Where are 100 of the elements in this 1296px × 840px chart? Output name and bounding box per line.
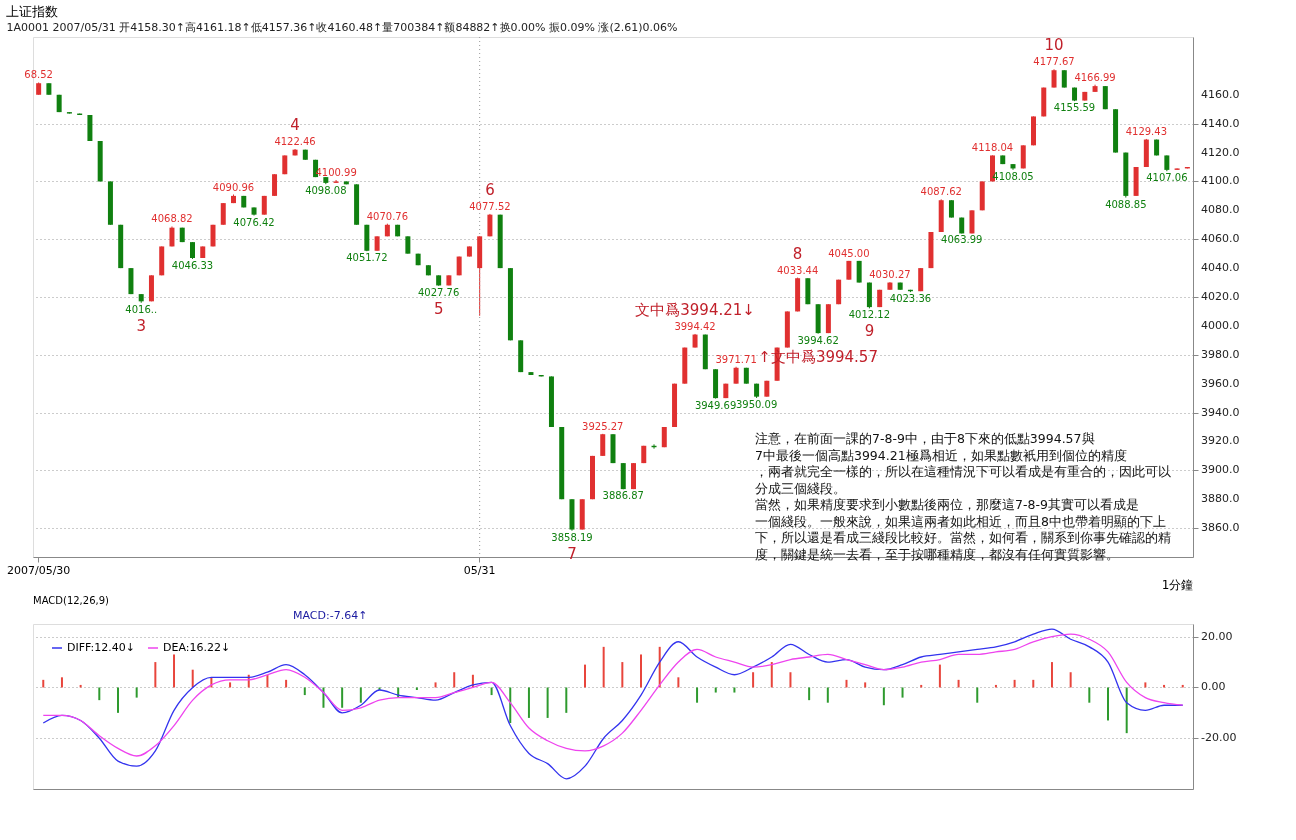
y-tick-label: 4060.0 bbox=[1201, 232, 1240, 246]
text: 4012.12 bbox=[848, 309, 891, 321]
y-tick-label: 3900.0 bbox=[1201, 463, 1240, 477]
bar bbox=[527, 687, 530, 718]
bar bbox=[770, 662, 773, 688]
bar bbox=[808, 687, 811, 701]
text: 4088.85 bbox=[1105, 198, 1147, 210]
bar bbox=[714, 687, 717, 693]
bar bbox=[826, 687, 829, 703]
bar bbox=[60, 677, 63, 688]
bar bbox=[322, 687, 325, 708]
bar bbox=[509, 687, 512, 723]
y-tick-label: 4020.0 bbox=[1201, 290, 1240, 303]
annotation: 4 bbox=[290, 116, 300, 134]
text: 4051.72 bbox=[346, 252, 388, 264]
text: 4045.00 bbox=[828, 247, 870, 259]
bar bbox=[882, 687, 885, 706]
candlestick bbox=[1051, 68, 1057, 89]
bar bbox=[415, 687, 418, 690]
bar bbox=[602, 646, 605, 688]
candlestick bbox=[272, 173, 278, 197]
bar bbox=[789, 672, 792, 688]
y-tick-label: 3960.0 bbox=[1201, 376, 1240, 390]
legend-label: DIFF:12.40↓ bbox=[67, 641, 135, 654]
bar bbox=[229, 682, 232, 688]
chart-subtitle: 1A0001 2007/05/31 开4158.30↑高4161.18↑低4157.36↑收4160.48↑量700384↑额84882↑换0.00% 振0.09% 涨(2.61)0.06% bbox=[6, 20, 678, 34]
text: 4070.76 bbox=[366, 210, 409, 222]
bar bbox=[266, 674, 269, 688]
bar bbox=[490, 687, 493, 696]
text: 4016.. bbox=[125, 303, 158, 315]
text: 4177.67 bbox=[1033, 56, 1075, 68]
annotation: 7 bbox=[567, 544, 577, 563]
y-tick-label: 4000.0 bbox=[1201, 318, 1240, 332]
text: 3949.69 bbox=[694, 399, 737, 411]
y-tick-label: 3860.0 bbox=[1201, 521, 1240, 535]
bar bbox=[1013, 679, 1016, 688]
text: 4068.82 bbox=[151, 213, 193, 225]
bar bbox=[938, 664, 941, 688]
text: 4107.06 bbox=[1146, 172, 1188, 184]
line-series bbox=[42, 633, 1184, 757]
bar bbox=[98, 687, 101, 701]
bar bbox=[1069, 672, 1072, 688]
bar bbox=[285, 679, 288, 688]
bar bbox=[733, 687, 736, 693]
text: 4077.52 bbox=[469, 200, 511, 212]
y-tick-label: 4120.0 bbox=[1201, 145, 1240, 159]
annotation: 文中爲3994.21↓ bbox=[635, 300, 755, 319]
text: 68.52 bbox=[24, 69, 53, 81]
text: 4122.46 bbox=[274, 136, 316, 147]
text: 3950.09 bbox=[735, 398, 778, 410]
x-tick-label: 05/31 bbox=[463, 563, 496, 577]
bar bbox=[303, 687, 306, 696]
bar bbox=[677, 677, 680, 688]
text: 4076.42 bbox=[233, 216, 275, 228]
text: 3925.27 bbox=[582, 420, 624, 432]
bar bbox=[864, 682, 867, 688]
text: 4166.99 bbox=[1074, 71, 1116, 83]
bar bbox=[116, 687, 119, 713]
y-tick-label: 4080.0 bbox=[1201, 203, 1240, 217]
text: 4063.99 bbox=[941, 234, 983, 246]
text: MACD:-7.64↑ bbox=[293, 609, 368, 622]
text: 4118.04 bbox=[971, 142, 1014, 154]
y-tick-label: 3880.0 bbox=[1201, 492, 1240, 506]
candlestick bbox=[220, 202, 226, 226]
annotation: 5 bbox=[433, 299, 444, 318]
text: 4129.43 bbox=[1125, 125, 1168, 137]
bar bbox=[565, 687, 568, 713]
text: 3994.42 bbox=[674, 320, 716, 332]
y-tick-label: 4040.0 bbox=[1201, 261, 1240, 275]
x-axis-title: 1分鐘 bbox=[1161, 577, 1194, 592]
legend-label: DEA:16.22↓ bbox=[163, 641, 231, 654]
annotation: 注意，在前面一課的7-8-9中，由于8下來的低點3994.57與7中最後一個高點3994.21極爲相近，如果點數衹用到個位的精度，兩者就完全一樣的，所以在這種情況下可以看成是有重合的，因此可以分成三個綫段。 bbox=[755, 431, 1171, 496]
bar bbox=[434, 682, 437, 688]
y-tick-label: 3920.0 bbox=[1201, 434, 1240, 448]
text: 3858.19 bbox=[551, 531, 593, 543]
text: 4098.08 bbox=[305, 185, 347, 197]
y-tick-label: 4140.0 bbox=[1201, 116, 1240, 130]
text: 4033.44 bbox=[776, 264, 819, 276]
bar bbox=[583, 664, 586, 688]
bar bbox=[957, 679, 960, 688]
bar bbox=[359, 687, 362, 703]
bar bbox=[845, 679, 848, 688]
annotation: 10 bbox=[1044, 36, 1064, 55]
bar bbox=[546, 687, 549, 718]
y-tick-label: 4160.0 bbox=[1201, 87, 1240, 101]
annotation: 9 bbox=[864, 322, 875, 341]
text: 4155.59 bbox=[1053, 102, 1096, 114]
bar bbox=[1125, 687, 1128, 734]
text: 4027.76 bbox=[417, 286, 460, 298]
bar bbox=[696, 687, 699, 703]
bar bbox=[1107, 687, 1110, 721]
annotation: 6 bbox=[485, 180, 495, 199]
text: 4087.62 bbox=[920, 186, 962, 198]
bar bbox=[621, 662, 624, 688]
bar bbox=[173, 654, 176, 688]
y-tick-label: -20.00 bbox=[1201, 731, 1237, 745]
text: 4046.33 bbox=[171, 259, 214, 271]
y-tick-label: 20.00 bbox=[1201, 629, 1233, 643]
bar bbox=[1032, 679, 1035, 688]
text: 3886.87 bbox=[602, 490, 644, 502]
